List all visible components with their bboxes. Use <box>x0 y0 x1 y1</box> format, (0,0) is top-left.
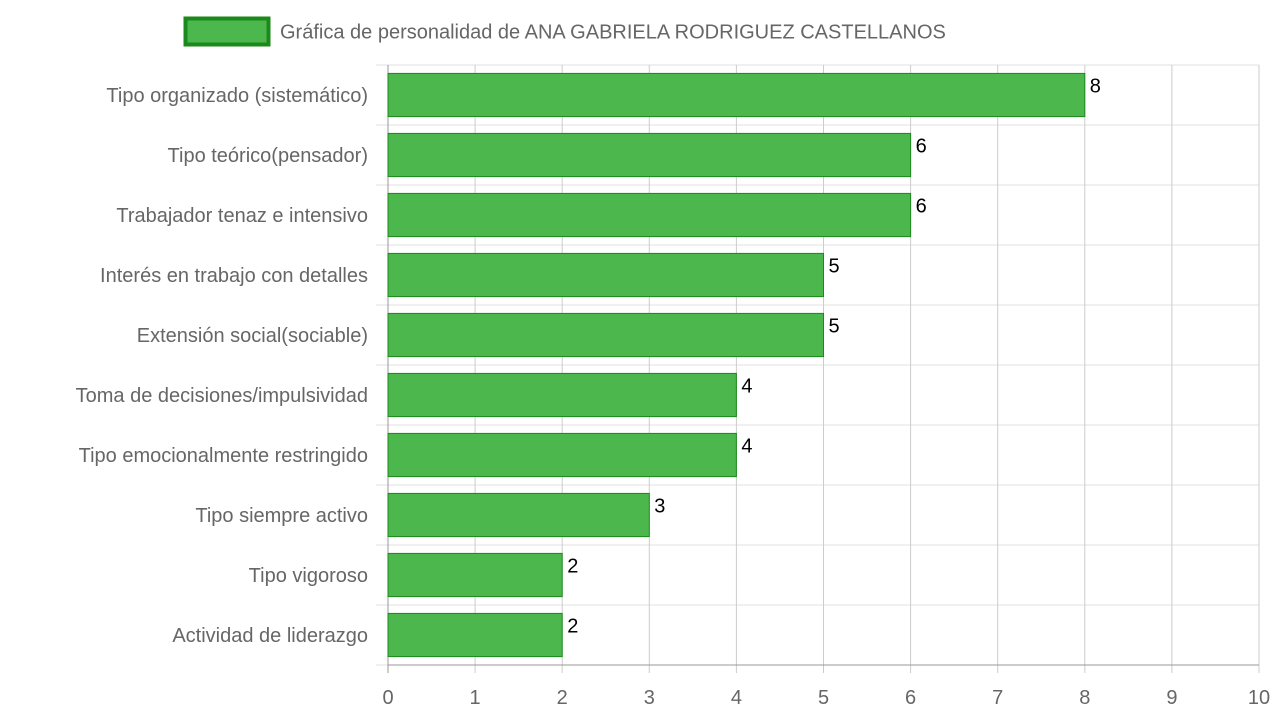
data-label: 5 <box>829 255 840 277</box>
data-label: 4 <box>741 435 752 457</box>
bar[interactable] <box>387 372 737 418</box>
bar[interactable] <box>387 552 563 598</box>
y-category-label: Tipo teórico(pensador) <box>168 145 368 167</box>
data-label: 6 <box>916 195 927 217</box>
y-category-label: Tipo organizado (sistemático) <box>106 85 368 107</box>
x-tick-label: 7 <box>992 687 1003 709</box>
x-tick-label: 5 <box>818 687 829 709</box>
legend-label: Gráfica de personalidad de ANA GABRIELA … <box>280 22 946 44</box>
y-category-label: Actividad de liderazgo <box>172 625 368 647</box>
x-tick-label: 10 <box>1248 687 1270 709</box>
data-label: 8 <box>1090 75 1101 97</box>
x-tick-label: 8 <box>1079 687 1090 709</box>
x-tick-label: 0 <box>382 687 393 709</box>
data-label: 4 <box>741 375 752 397</box>
legend[interactable]: Gráfica de personalidad de ANA GABRIELA … <box>183 16 946 47</box>
y-category-label: Tipo siempre activo <box>195 505 368 527</box>
data-label: 6 <box>916 135 927 157</box>
bar[interactable] <box>387 132 912 178</box>
bar[interactable] <box>387 492 650 538</box>
x-tick-label: 3 <box>644 687 655 709</box>
x-tick-label: 6 <box>905 687 916 709</box>
y-category-label: Toma de decisiones/impulsividad <box>76 385 368 407</box>
bar[interactable] <box>387 72 1086 118</box>
data-label: 5 <box>829 315 840 337</box>
bar[interactable] <box>387 432 737 478</box>
data-label: 2 <box>567 555 578 577</box>
y-category-label: Tipo emocionalmente restringido <box>79 445 368 467</box>
axes: 0 1 2 3 4 5 6 7 8 9 10 Tipo organizado (sistemático… <box>76 85 1271 709</box>
bar[interactable] <box>387 612 563 658</box>
bars: 8 6 6 5 5 4 4 3 2 2 <box>387 72 1101 658</box>
legend-swatch <box>183 16 271 47</box>
x-tick-label: 4 <box>731 687 742 709</box>
data-label: 3 <box>654 495 665 517</box>
y-category-label: Tipo vigoroso <box>249 565 368 587</box>
x-tick-label: 9 <box>1166 687 1177 709</box>
y-category-label: Trabajador tenaz e intensivo <box>116 205 368 227</box>
bar[interactable] <box>387 312 824 358</box>
y-category-label: Extensión social(sociable) <box>137 325 368 347</box>
bar[interactable] <box>387 192 912 238</box>
bar[interactable] <box>387 252 824 298</box>
data-label: 2 <box>567 615 578 637</box>
y-category-label: Interés en trabajo con detalles <box>100 265 368 287</box>
x-tick-label: 1 <box>470 687 481 709</box>
x-tick-label: 2 <box>557 687 568 709</box>
